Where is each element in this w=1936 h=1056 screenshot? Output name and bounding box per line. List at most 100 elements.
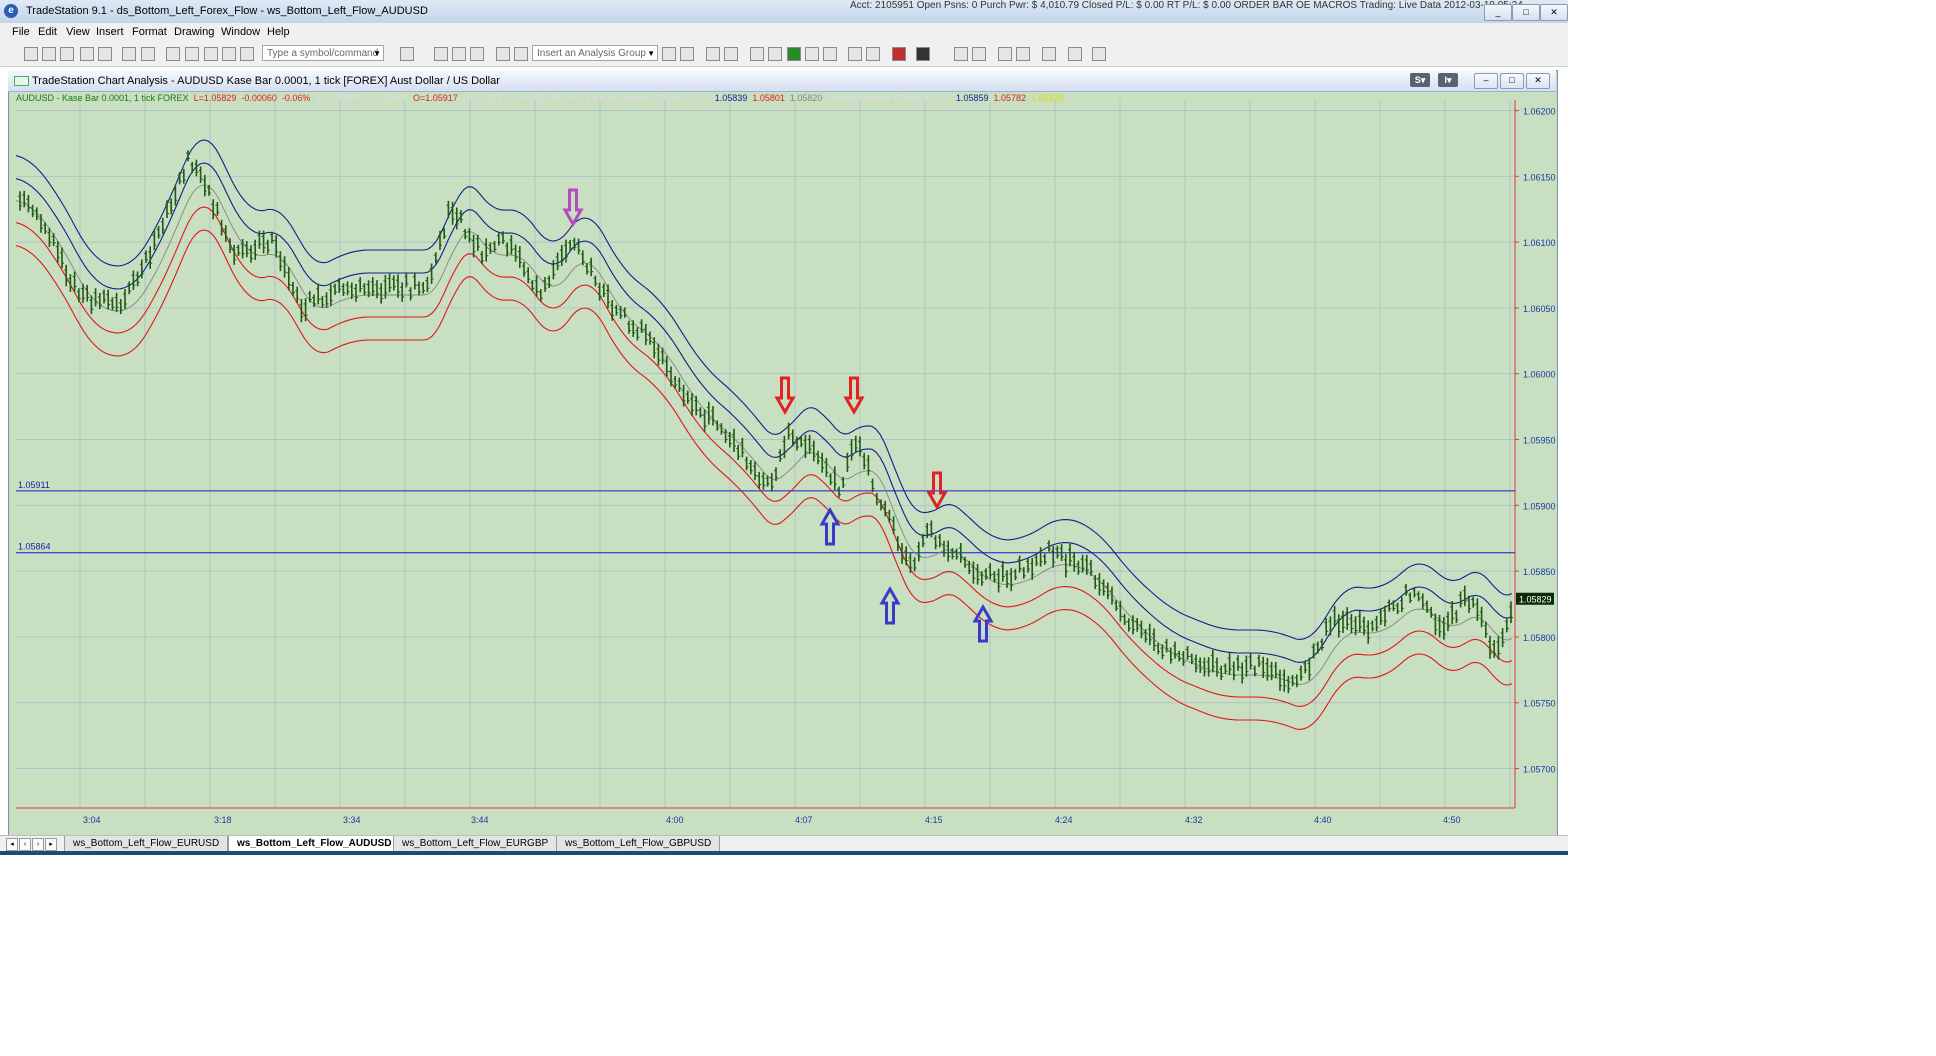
taskbar (0, 851, 1568, 855)
tools-icon[interactable] (750, 47, 764, 61)
menu-insert[interactable]: Insert (96, 26, 124, 38)
tab-prev-icon[interactable]: ‹ (19, 838, 31, 851)
red-down-arrow-icon (774, 376, 796, 416)
tab-next-icon[interactable]: › (32, 838, 44, 851)
layout-2-icon[interactable] (452, 47, 466, 61)
analysis-icon[interactable] (662, 47, 676, 61)
price-axis-label: 1.06200 (1523, 107, 1556, 117)
chart-icon (14, 76, 29, 86)
macro-icon[interactable] (240, 47, 254, 61)
last-price-label: 1.05829 (1519, 594, 1552, 604)
analysis-2-icon[interactable] (680, 47, 694, 61)
status-line-value: O=1.05917 (413, 93, 458, 103)
status-line-value: 1.05820 (789, 93, 823, 103)
copy-icon[interactable] (185, 47, 199, 61)
time-axis-label: 4:32 (1185, 815, 1203, 825)
window-arrange-icon[interactable] (706, 47, 720, 61)
color-icon[interactable] (892, 47, 906, 61)
blue-up-arrow-icon (879, 585, 901, 625)
chevron-down-icon[interactable]: ▼ (647, 49, 655, 58)
time-axis-label: 4:15 (925, 815, 943, 825)
price-axis-label: 1.06050 (1523, 304, 1556, 314)
status-line-value: 1.05801 (752, 93, 785, 103)
open-icon[interactable] (42, 47, 56, 61)
price-axis-label: 1.06100 (1523, 238, 1556, 248)
status-line-value: Keltner Channel (Close,20,4,0) (827, 93, 951, 103)
cut-icon[interactable] (166, 47, 180, 61)
bar-chart-icon[interactable] (787, 47, 801, 61)
print-icon[interactable] (141, 47, 155, 61)
price-axis-label: 1.05950 (1523, 436, 1556, 446)
new-workspace-icon[interactable] (80, 47, 94, 61)
new-icon[interactable] (24, 47, 38, 61)
chart-status-line: AUDUSD - Kase Bar 0.0001, 1 tick FOREX L=… (16, 93, 1069, 105)
price-chart[interactable]: 1.06200 1.06150 1.06100 1.06050 1.06000 1.059… (10, 92, 1556, 836)
indicator-icon[interactable] (514, 47, 528, 61)
candlestick-icon[interactable] (805, 47, 819, 61)
close-button[interactable]: ✕ (1540, 4, 1568, 21)
status-line-value: B=1.05829 (315, 93, 360, 103)
menu-view[interactable]: View (66, 26, 90, 38)
lock-icon[interactable] (204, 47, 218, 61)
line-chart-icon[interactable] (823, 47, 837, 61)
zoom-in-icon[interactable] (954, 47, 968, 61)
tab-audusd[interactable]: ws_Bottom_Left_Flow_AUDUSD (228, 836, 401, 852)
minimize-button[interactable]: _ (1484, 4, 1512, 21)
status-line-value: -0.00060 (241, 93, 277, 103)
grid-icon[interactable] (470, 47, 484, 61)
zoom-bars-in-icon[interactable] (848, 47, 862, 61)
layout-1-icon[interactable] (434, 47, 448, 61)
chart-settings-icon[interactable] (496, 47, 510, 61)
menu-edit[interactable]: Edit (38, 26, 57, 38)
analysis-group-select[interactable]: Insert an Analysis Group ▼ (532, 45, 658, 61)
menu-window[interactable]: Window (221, 26, 261, 38)
workspace-tab-bar: ◂ ‹ › ▸ ws_Bottom_Left_Flow_EURUSD ws_Bo… (0, 835, 1568, 852)
tools-2-icon[interactable] (768, 47, 782, 61)
time-axis-label: 3:04 (83, 815, 101, 825)
cursor-icon[interactable] (1016, 47, 1030, 61)
time-axis-label: 3:18 (214, 815, 232, 825)
chart-close-button[interactable]: ✕ (1526, 73, 1550, 89)
menu-bar: File Edit View Insert Format Drawing Win… (0, 23, 1568, 43)
chart-minimize-button[interactable]: – (1474, 73, 1498, 89)
chart-maximize-button[interactable]: □ (1500, 73, 1524, 89)
menu-drawing[interactable]: Drawing (174, 26, 215, 38)
maximize-button[interactable]: □ (1512, 4, 1540, 21)
pointer-icon[interactable] (998, 47, 1012, 61)
window-cascade-icon[interactable] (724, 47, 738, 61)
menu-help[interactable]: Help (267, 26, 290, 38)
tab-eurgbp[interactable]: ws_Bottom_Left_Flow_EURGBP (393, 836, 558, 852)
account-status-strip: Acct: 2105951 Open Psns: 0 Purch Pwr: $ … (850, 0, 1523, 11)
tab-last-icon[interactable]: ▸ (45, 838, 57, 851)
tab-gbpusd[interactable]: ws_Bottom_Left_Flow_GBPUSD (556, 836, 721, 852)
chevron-down-icon[interactable]: ▼ (373, 49, 381, 58)
indicator-menu-button[interactable]: I▾ (1438, 73, 1458, 87)
status-line-value: H=1.06187 (462, 93, 508, 103)
status-line-value: AUDUSD - Kase Bar 0.0001, 1 tick FOREX (16, 93, 189, 103)
hammer-icon[interactable] (1042, 47, 1056, 61)
print-preview-icon[interactable] (122, 47, 136, 61)
download-icon[interactable] (1068, 47, 1082, 61)
horizontal-line-label: 1.05911 (18, 480, 50, 490)
toolbar: Type a symbol/command ▼ Insert an Analysi… (0, 42, 1568, 67)
open-workspace-icon[interactable] (98, 47, 112, 61)
time-axis-label: 4:00 (666, 815, 684, 825)
status-line-value: 1.05859 (955, 93, 989, 103)
link-icon[interactable] (222, 47, 236, 61)
blue-up-arrow-icon (972, 603, 994, 643)
horizontal-line-label: 1.05864 (18, 542, 51, 552)
symbol-input[interactable]: Type a symbol/command ▼ (262, 45, 384, 61)
zoom-bars-out-icon[interactable] (866, 47, 880, 61)
menu-format[interactable]: Format (132, 26, 167, 38)
tab-first-icon[interactable]: ◂ (6, 838, 18, 851)
notes-icon[interactable] (1092, 47, 1106, 61)
zoom-out-icon[interactable] (972, 47, 986, 61)
status-line-value: 1.05782 (993, 93, 1027, 103)
symbol-lookup-icon[interactable] (400, 47, 414, 61)
tab-eurusd[interactable]: ws_Bottom_Left_Flow_EURUSD (64, 836, 229, 852)
style-icon[interactable] (916, 47, 930, 61)
menu-file[interactable]: File (12, 26, 30, 38)
symbol-link-button[interactable]: S▾ (1410, 73, 1430, 87)
save-icon[interactable] (60, 47, 74, 61)
tradestation-logo-icon: e (4, 4, 18, 18)
